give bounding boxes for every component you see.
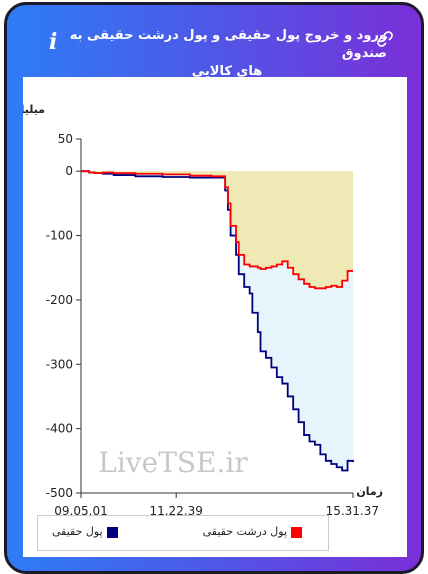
y-axis-label: میلیارد تومان (23, 103, 45, 116)
x-axis-label: زمان (356, 485, 383, 498)
chart-panel: 50 0 -100 -200 -300 -400 -500 میلیارد تومان 09.0… (7, 77, 407, 557)
legend-item-big-real[interactable]: پول درشت حقیقی (203, 525, 302, 538)
legend-item-real[interactable]: پول حقیقی (52, 525, 118, 538)
area-big-real-money (81, 171, 353, 289)
legend: پول درشت حقیقی پول حقیقی (37, 515, 329, 551)
link-icon[interactable] (377, 31, 393, 47)
y-tick-label: -100 (46, 229, 73, 243)
x-tick-label: 09.05.01 (54, 504, 107, 518)
series-real-money-line (81, 170, 354, 472)
watermark: LiveTSE.ir (98, 446, 248, 479)
info-icon[interactable]: i (49, 29, 58, 55)
x-tick-label: 15.31.37 (326, 504, 379, 518)
y-tick-label: 50 (58, 132, 73, 146)
title-line-1: ورود و خروج پول حقیقی و پول درشت حقیقی ب… (69, 28, 387, 61)
y-tick-label: -500 (46, 486, 73, 500)
y-tick-label: 0 (65, 164, 73, 178)
y-tick-label: -300 (46, 357, 73, 371)
legend-label-real: پول حقیقی (52, 525, 103, 538)
legend-label-big-real: پول درشت حقیقی (202, 525, 287, 538)
chart-svg: 50 0 -100 -200 -300 -400 -500 میلیارد تومان 09.0… (7, 103, 383, 518)
page-title: ورود و خروج پول حقیقی و پول درشت حقیقی ب… (67, 27, 387, 81)
widget-frame: i ورود و خروج پول حقیقی و پول درشت حقیقی… (4, 2, 424, 574)
y-tick-label: -200 (46, 293, 73, 307)
title-line-2: های کالایی (191, 64, 263, 79)
x-tick-label: 11.22.39 (149, 504, 202, 518)
series-big-real-money-line (81, 170, 353, 290)
y-tick-label: -400 (46, 422, 73, 436)
legend-swatch-red (291, 526, 302, 538)
legend-swatch-blue (106, 526, 118, 538)
